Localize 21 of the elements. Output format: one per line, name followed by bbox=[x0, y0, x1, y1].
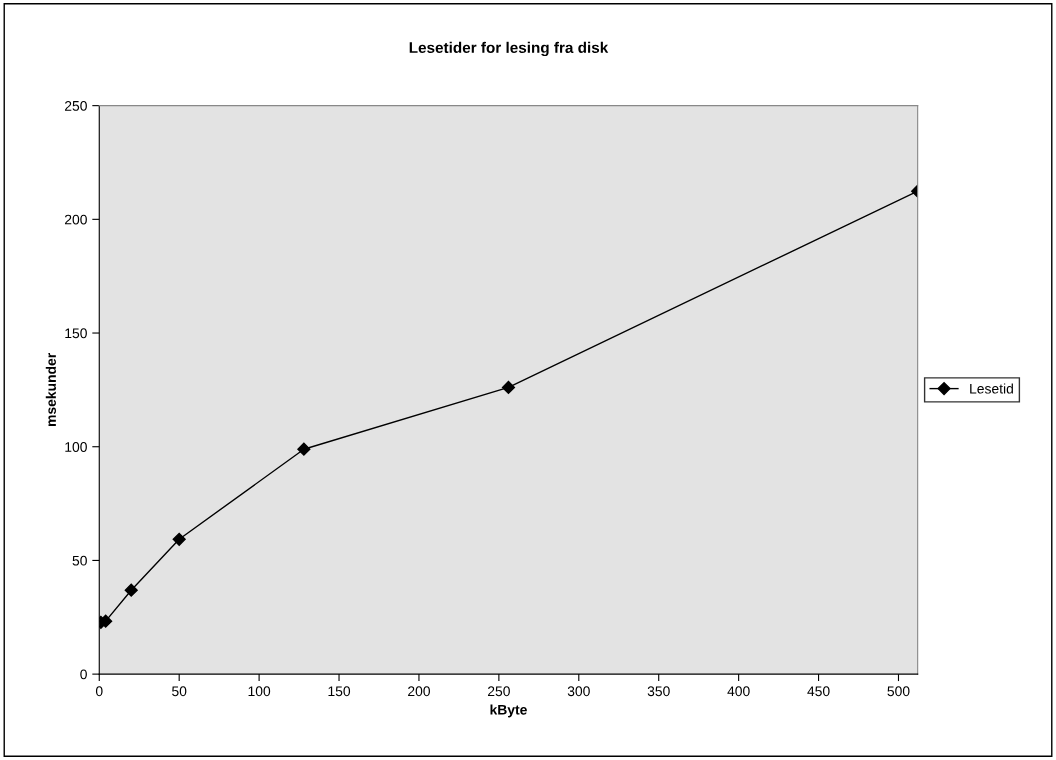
x-tick-label: 450 bbox=[807, 686, 830, 697]
y-tick-label: 0 bbox=[80, 669, 87, 680]
chart-title: Lesetider for lesing fra disk bbox=[409, 41, 609, 57]
x-tick-label: 0 bbox=[95, 686, 103, 697]
y-tick-label: 100 bbox=[65, 442, 87, 452]
y-tick-label: 150 bbox=[65, 328, 87, 339]
x-tick-label: 50 bbox=[172, 686, 187, 697]
y-tick-label: 250 bbox=[64, 100, 87, 111]
x-tick-label: 150 bbox=[328, 686, 351, 697]
x-axis-title: kByte bbox=[490, 704, 527, 718]
y-tick-label: 200 bbox=[64, 214, 87, 225]
x-tick-label: 400 bbox=[727, 686, 750, 697]
legend-label: Lesetid bbox=[970, 383, 1013, 394]
x-tick-label: 500 bbox=[887, 686, 910, 697]
x-tick-label: 250 bbox=[487, 686, 510, 697]
x-tick-label: 100 bbox=[248, 686, 271, 697]
y-axis-title: msekunder bbox=[45, 353, 56, 427]
x-tick-label: 300 bbox=[567, 686, 590, 697]
y-tick-label: 50 bbox=[72, 555, 87, 566]
x-tick-label: 200 bbox=[408, 686, 430, 697]
x-tick-label: 350 bbox=[647, 686, 670, 697]
